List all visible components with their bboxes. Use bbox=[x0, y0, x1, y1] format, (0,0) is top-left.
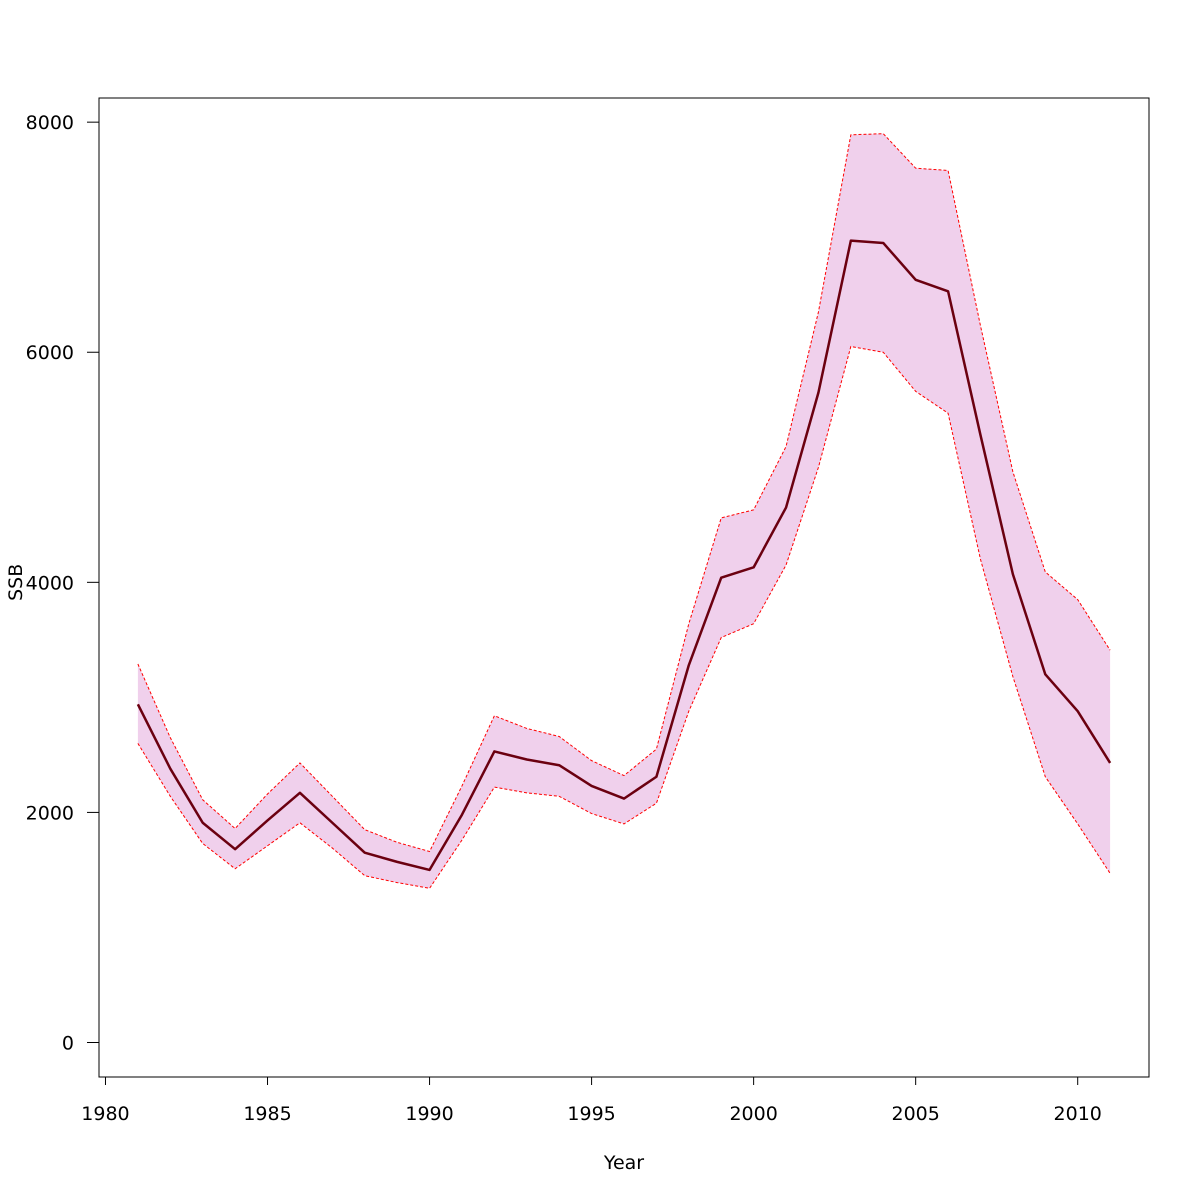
ssb-line-layer bbox=[136, 239, 1112, 872]
x-tick-label: 1995 bbox=[567, 1103, 615, 1125]
x-tick-label: 1990 bbox=[405, 1103, 453, 1125]
y-axis: 0 2000 4000 6000 8000 bbox=[26, 112, 100, 1054]
x-tick-label: 1985 bbox=[243, 1103, 291, 1125]
y-tick-label: 4000 bbox=[26, 572, 74, 594]
x-axis: 1980 1985 1990 1995 2000 2005 2010 bbox=[81, 1076, 1102, 1125]
confidence-band bbox=[137, 133, 1111, 889]
upper-bound-line bbox=[137, 133, 1111, 853]
confidence-band-area bbox=[137, 133, 1111, 889]
y-tick-label: 2000 bbox=[26, 802, 74, 824]
x-tick-label: 2010 bbox=[1054, 1103, 1102, 1125]
lower-bound-line bbox=[137, 345, 1111, 889]
x-axis-label: Year bbox=[603, 1152, 644, 1174]
x-tick-label: 2005 bbox=[891, 1103, 939, 1125]
x-tick-label: 1980 bbox=[81, 1103, 129, 1125]
y-axis-label: SSB bbox=[5, 564, 27, 601]
y-tick-label: 8000 bbox=[26, 112, 74, 134]
x-tick-label: 2000 bbox=[729, 1103, 777, 1125]
y-tick-label: 0 bbox=[62, 1032, 74, 1054]
ssb-line bbox=[136, 239, 1112, 872]
y-tick-label: 6000 bbox=[26, 342, 74, 364]
